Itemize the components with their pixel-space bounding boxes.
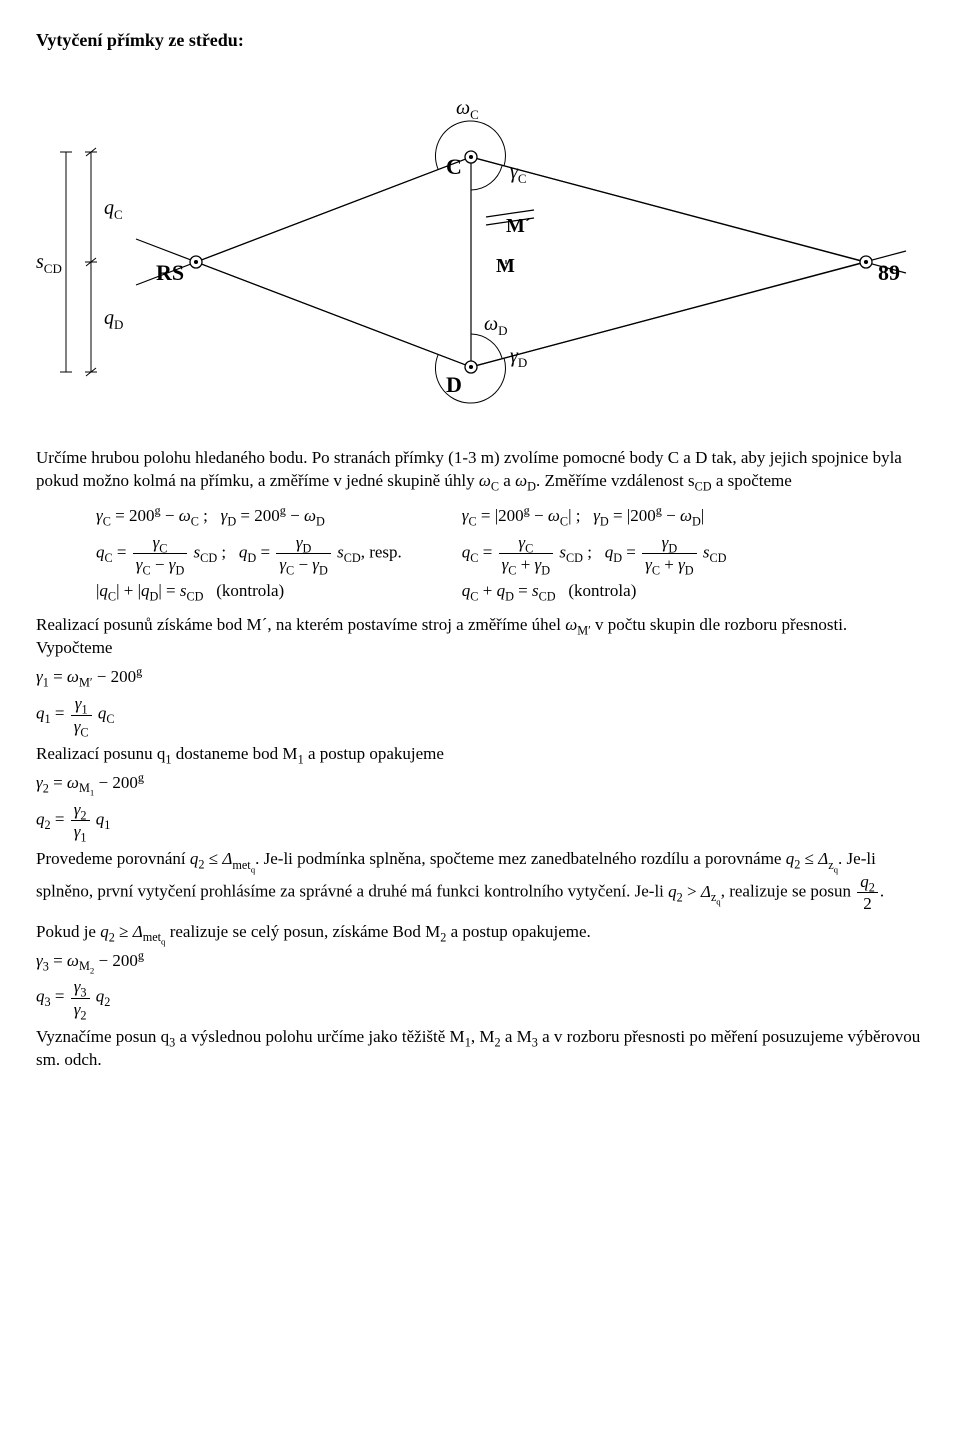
p6c: , M (471, 1027, 495, 1046)
p5b: realizuje se celý posun, získáme Bod M (165, 922, 440, 941)
geometry-diagram: sCD qC qD RS 8 (36, 62, 916, 422)
eq-qC-left: qC = γCγC − γD sCD ; qD = γDγC − γD sCD,… (96, 532, 402, 576)
eq-q3: q3 = γ3γ2 q2 (36, 976, 924, 1020)
eq-gammaC-left: γC = 200g − ωC ; γD = 200g − ωD (96, 505, 402, 528)
p4b: . Je-li podmínka splněna, spočteme mez z… (255, 849, 786, 868)
label-C: C (446, 154, 462, 179)
diagram-container: sCD qC qD RS 8 (36, 62, 924, 429)
eq-block-1: γC = 200g − ωC ; γD = 200g − ωD qC = γCγ… (96, 501, 924, 606)
p6b: a výslednou polohu určíme jako těžiště M (175, 1027, 464, 1046)
p3b: dostaneme bod M (171, 744, 297, 763)
eq-kontrola-right: qC + qD = sCD (kontrola) (462, 580, 727, 603)
label-M: M (496, 255, 515, 277)
p1-text-b: a (499, 471, 515, 490)
eq-q1: q1 = γ1γC qC (36, 693, 924, 737)
eq-col-right: γC = |200g − ωC| ; γD = |200g − ωD| qC =… (462, 501, 727, 606)
eq-qC-right: qC = γCγC + γD sCD ; qD = γDγC + γD sCD (462, 532, 727, 576)
paragraph-5: Pokud je q2 ≥ Δmetq realizuje se celý po… (36, 921, 924, 944)
p1-sub: CD (695, 480, 712, 494)
eq-gamma2: γ2 = ωM1 − 200g (36, 772, 924, 795)
p4e: . (880, 882, 884, 901)
paragraph-4: Provedeme porovnání q2 ≤ Δmetq. Je-li po… (36, 848, 924, 914)
eq-gamma1: γ1 = ωM′ − 200g (36, 666, 924, 689)
paragraph-6: Vyznačíme posun q3 a výslednou polohu ur… (36, 1026, 924, 1072)
label-Mprime: M´ (506, 215, 532, 237)
eq-kontrola-left: |qC| + |qD| = sCD (kontrola) (96, 580, 402, 603)
label-RS: RS (156, 260, 184, 285)
p6a: Vyznačíme posun q (36, 1027, 169, 1046)
p5c: a postup opakujeme. (446, 922, 590, 941)
p2a: Realizací posunů získáme bod M´, na kter… (36, 615, 565, 634)
eq-gammaC-right: γC = |200g − ωC| ; γD = |200g − ωD| (462, 505, 727, 528)
p3c: a postup opakujeme (304, 744, 444, 763)
p6d: a M (501, 1027, 532, 1046)
eq-q2: q2 = γ2γ1 q1 (36, 799, 924, 843)
p4a: Provedeme porovnání (36, 849, 190, 868)
p3a: Realizací posunu q (36, 744, 165, 763)
resp-text: , resp. (361, 543, 402, 562)
p5a: Pokud je (36, 922, 100, 941)
label-D: D (446, 372, 462, 397)
p1-text-d: a spočteme (712, 471, 792, 490)
p1-text-c: . Změříme vzdálenost s (536, 471, 695, 490)
label-89: 89 (878, 260, 900, 285)
p4d: , realizuje se posun (721, 882, 856, 901)
paragraph-3: Realizací posunu q1 dostaneme bod M1 a p… (36, 743, 924, 766)
eq-gamma3: γ3 = ωM2 − 200g (36, 950, 924, 973)
page-title: Vytyčení přímky ze středu: (36, 28, 924, 52)
paragraph-2: Realizací posunů získáme bod M´, na kter… (36, 614, 924, 660)
paragraph-1: Určíme hrubou polohu hledaného bodu. Po … (36, 447, 924, 493)
eq-col-left: γC = 200g − ωC ; γD = 200g − ωD qC = γCγ… (96, 501, 402, 606)
